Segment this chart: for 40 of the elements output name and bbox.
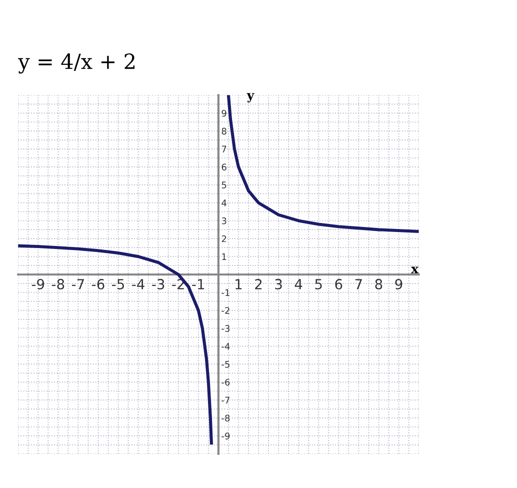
y-tick-label: 5 xyxy=(222,182,226,188)
x-tick-label: -6 xyxy=(92,278,104,290)
y-tick-label: -7 xyxy=(222,396,230,404)
x-tick-label: 9 xyxy=(395,278,402,290)
x-tick-label: -3 xyxy=(152,278,164,290)
x-tick-label: -8 xyxy=(52,278,64,290)
y-tick-label: -8 xyxy=(222,414,230,422)
x-tick-label: 3 xyxy=(275,278,282,290)
y-tick-label: 7 xyxy=(222,146,226,152)
x-tick-label: 2 xyxy=(255,278,262,290)
x-tick-label: -4 xyxy=(132,279,144,290)
y-tick-label: -3 xyxy=(222,325,230,332)
x-tick-label: 5 xyxy=(315,279,322,290)
y-tick-label: -5 xyxy=(222,361,230,368)
y-tick-label: -4 xyxy=(222,343,230,350)
x-tick-label: -5 xyxy=(112,279,124,290)
y-tick-label: 9 xyxy=(222,110,226,117)
x-tick-label: -7 xyxy=(72,279,84,290)
y-tick-label: 3 xyxy=(222,217,226,224)
x-tick-label: 7 xyxy=(355,279,362,290)
y-tick-label: -6 xyxy=(222,378,230,386)
x-tick-label: 1 xyxy=(236,279,242,290)
x-tick-label: 6 xyxy=(335,278,342,290)
y-tick-label: 4 xyxy=(222,200,226,206)
x-tick-label: 8 xyxy=(375,278,382,290)
y-tick-label: 1 xyxy=(222,253,226,260)
y-tick-label: -9 xyxy=(222,432,230,440)
y-tick-label: 6 xyxy=(222,164,226,170)
y-tick-label: -1 xyxy=(222,289,230,296)
y-tick-label: 2 xyxy=(222,235,226,242)
y-axis-title: y xyxy=(246,93,254,102)
chart-title: y = 4/x + 2 xyxy=(18,53,134,74)
line-series xyxy=(18,244,213,445)
x-tick-label: -9 xyxy=(32,278,44,290)
y-tick-label: -2 xyxy=(222,307,230,314)
x-axis-title: x xyxy=(411,266,419,274)
line-series xyxy=(226,95,419,233)
x-tick-label: 4 xyxy=(294,279,302,290)
y-tick-label: 8 xyxy=(222,128,226,135)
x-tick-label: -1 xyxy=(192,279,204,290)
